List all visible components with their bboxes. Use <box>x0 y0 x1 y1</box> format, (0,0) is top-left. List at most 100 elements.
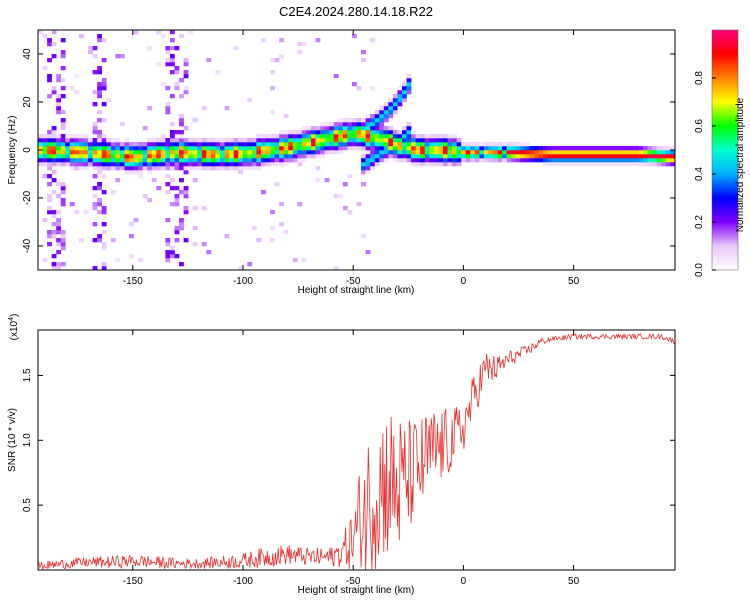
heatmap-cell <box>370 166 375 171</box>
heatmap-cell <box>297 50 303 55</box>
heatmap-cell <box>124 138 130 143</box>
heatmap-cell <box>165 106 171 111</box>
heatmap-cell <box>638 146 644 151</box>
heatmap-cell <box>483 158 489 163</box>
heatmap-cell <box>547 150 553 155</box>
heatmap-cell <box>470 158 476 163</box>
heatmap-cell <box>351 122 357 127</box>
heatmap-cell <box>156 30 162 35</box>
heatmap-cell <box>552 146 557 151</box>
heatmap-cell <box>397 150 403 155</box>
heatmap-cell <box>597 162 603 167</box>
heatmap-cell <box>329 126 335 131</box>
heatmap-cell <box>420 138 426 143</box>
heatmap-cell <box>38 142 43 147</box>
heatmap-cell <box>97 130 102 135</box>
heatmap-cell <box>192 138 198 143</box>
heatmap-cell <box>470 146 476 151</box>
heatmap-cell <box>461 150 466 155</box>
heatmap-cell <box>420 158 426 163</box>
heatmap-cell <box>47 142 52 147</box>
heatmap-cell <box>224 154 230 159</box>
heatmap-cell <box>174 82 180 87</box>
heatmap-cell <box>133 162 139 167</box>
heatmap-cell <box>129 166 134 171</box>
heatmap-cell <box>442 138 448 143</box>
heatmap-cell <box>392 146 398 151</box>
heatmap-cell <box>192 150 198 155</box>
heatmap-cell <box>201 106 207 111</box>
heatmap-cell <box>483 146 489 151</box>
heatmap-cell <box>97 94 102 99</box>
heatmap-cell <box>661 154 667 159</box>
heatmap-cell <box>433 142 439 147</box>
heatmap-cell <box>497 142 503 147</box>
heatmap-cell <box>124 166 130 171</box>
heatmap-cell <box>570 146 576 151</box>
heatmap-cell <box>351 134 357 139</box>
heatmap-cell <box>124 158 130 163</box>
heatmap-cell <box>306 146 312 151</box>
heatmap-cell <box>593 146 598 151</box>
heatmap-cell <box>47 38 52 43</box>
heatmap-cell <box>392 134 398 139</box>
heatmap-cell <box>233 158 239 163</box>
heatmap-cell <box>215 70 221 75</box>
heatmap-cell <box>88 154 93 159</box>
heatmap-cell <box>101 174 107 179</box>
heatmap-cell <box>110 138 116 143</box>
heatmap-cell <box>324 146 330 151</box>
heatmap-cell <box>552 162 557 167</box>
heatmap-cell <box>388 150 394 155</box>
heatmap-cell <box>629 154 635 159</box>
heatmap-cell <box>379 114 385 119</box>
heatmap-cell <box>156 154 162 159</box>
heatmap-cell <box>351 146 357 151</box>
heatmap-cell <box>83 210 89 215</box>
heatmap-cell <box>579 158 585 163</box>
heatmap-cell <box>615 154 621 159</box>
heatmap-cell <box>119 142 125 147</box>
heatmap-cell <box>260 138 266 143</box>
heatmap-cell <box>129 222 134 227</box>
heatmap-cell <box>169 70 175 75</box>
heatmap-cell <box>279 158 284 163</box>
heatmap-cell <box>402 98 407 103</box>
heatmap-cell <box>474 150 480 155</box>
heatmap-cell <box>233 142 239 147</box>
heatmap-cell <box>379 118 385 123</box>
heatmap-cell <box>324 126 330 131</box>
spectrogram-y-tick-label: 0 <box>22 147 33 153</box>
heatmap-cell <box>311 150 316 155</box>
heatmap-cell <box>611 162 617 167</box>
heatmap-cell <box>265 146 271 151</box>
heatmap-cell <box>260 38 266 43</box>
heatmap-cell <box>442 150 448 155</box>
heatmap-cell <box>292 258 298 263</box>
heatmap-cell <box>242 146 248 151</box>
heatmap-cell <box>265 150 271 155</box>
heatmap-cell <box>447 154 453 159</box>
heatmap-cell <box>465 158 471 163</box>
snr-x-tick-label: -150 <box>123 576 143 587</box>
heatmap-cell <box>160 138 166 143</box>
heatmap-cell <box>270 58 275 63</box>
heatmap-cell <box>415 134 421 139</box>
heatmap-cell <box>92 202 98 207</box>
heatmap-cell <box>379 126 385 131</box>
heatmap-cell <box>247 146 253 151</box>
heatmap-cell <box>56 266 62 270</box>
heatmap-cell <box>47 94 52 99</box>
heatmap-cell <box>279 138 284 143</box>
heatmap-cell <box>165 174 171 179</box>
heatmap-cell <box>324 122 330 127</box>
heatmap-cell <box>101 242 107 247</box>
heatmap-cell <box>197 138 203 143</box>
heatmap-cell <box>183 62 189 67</box>
heatmap-cell <box>92 142 98 147</box>
heatmap-cell <box>461 146 466 151</box>
heatmap-cell <box>133 218 139 223</box>
heatmap-cell <box>329 146 335 151</box>
heatmap-cell <box>47 150 52 155</box>
heatmap-cell <box>402 130 407 135</box>
